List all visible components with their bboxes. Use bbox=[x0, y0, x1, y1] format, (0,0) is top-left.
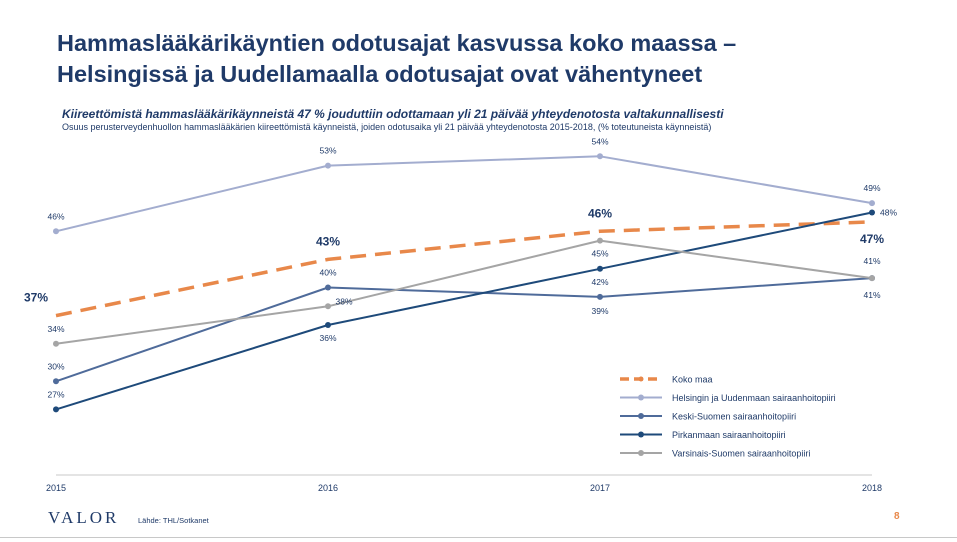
title-line-2: Helsingissä ja Uudellamaalla odotusajat … bbox=[57, 61, 703, 87]
legend-label: Pirkanmaan sairaanhoitopiiri bbox=[672, 430, 786, 440]
data-label: 36% bbox=[319, 333, 336, 343]
data-point bbox=[325, 322, 331, 328]
data-label: 37% bbox=[24, 291, 48, 305]
data-point bbox=[597, 265, 603, 272]
data-label: 49% bbox=[863, 183, 880, 193]
data-point bbox=[53, 406, 59, 413]
data-label: 54% bbox=[591, 136, 608, 146]
chart-subnote: Osuus perusterveydenhuollon hammaslääkär… bbox=[62, 122, 712, 132]
legend-marker bbox=[638, 450, 644, 456]
data-point bbox=[53, 228, 59, 235]
data-point bbox=[869, 200, 875, 207]
data-point bbox=[869, 209, 875, 216]
legend-marker bbox=[638, 413, 644, 419]
data-label: 53% bbox=[319, 146, 336, 156]
data-point bbox=[325, 162, 331, 169]
legend-marker bbox=[638, 376, 644, 382]
data-label: 46% bbox=[47, 211, 64, 221]
x-tick-label: 2015 bbox=[46, 483, 66, 493]
data-label: 43% bbox=[316, 234, 340, 248]
data-point bbox=[53, 378, 59, 385]
data-label: 30% bbox=[47, 361, 64, 371]
data-point bbox=[597, 153, 603, 160]
data-label: 34% bbox=[47, 324, 64, 334]
data-point bbox=[325, 303, 331, 310]
data-label: 46% bbox=[588, 206, 612, 220]
legend-label: Helsingin ja Uudenmaan sairaanhoitopiiri bbox=[672, 393, 836, 403]
legend-label: Varsinais-Suomen sairaanhoitopiiri bbox=[672, 449, 810, 459]
data-label: 41% bbox=[863, 290, 880, 300]
x-tick-label: 2016 bbox=[318, 483, 338, 493]
source-note: Lähde: THL/Sotkanet bbox=[138, 516, 209, 525]
data-point bbox=[597, 237, 603, 244]
series-line-0 bbox=[55, 220, 873, 318]
series-line-4 bbox=[55, 239, 873, 345]
data-label: 38% bbox=[335, 296, 352, 306]
legend-marker bbox=[638, 431, 644, 438]
x-tick-label: 2017 bbox=[590, 483, 610, 493]
title-line-1: Hammaslääkärikäyntien odotusajat kasvuss… bbox=[57, 30, 737, 56]
footer-divider bbox=[0, 537, 957, 538]
series-line-2 bbox=[55, 277, 873, 383]
data-label: 42% bbox=[591, 277, 608, 287]
page-number: 8 bbox=[894, 511, 900, 522]
data-label: 27% bbox=[47, 389, 64, 399]
data-point bbox=[325, 284, 331, 291]
legend-marker bbox=[638, 394, 644, 401]
series-line-3 bbox=[55, 211, 873, 411]
valor-logo: VALOR bbox=[48, 508, 120, 527]
data-label: 40% bbox=[319, 268, 336, 278]
data-point bbox=[597, 293, 603, 300]
x-tick-label: 2018 bbox=[862, 483, 882, 493]
page-title: Hammaslääkärikäyntien odotusajat kasvuss… bbox=[57, 28, 937, 90]
data-label: 39% bbox=[591, 306, 608, 316]
data-point bbox=[869, 275, 875, 282]
series-line-1 bbox=[55, 155, 873, 233]
data-label: 48% bbox=[880, 208, 897, 218]
data-label: 45% bbox=[591, 249, 608, 259]
data-label: 41% bbox=[863, 256, 880, 266]
legend-label: Koko maa bbox=[672, 375, 713, 385]
chart-subtitle: Kiireettömistä hammaslääkärikäynneistä 4… bbox=[62, 107, 724, 121]
data-label: 47% bbox=[860, 232, 884, 246]
data-point bbox=[53, 340, 59, 347]
legend-label: Keski-Suomen sairaanhoitopiiri bbox=[672, 412, 796, 422]
